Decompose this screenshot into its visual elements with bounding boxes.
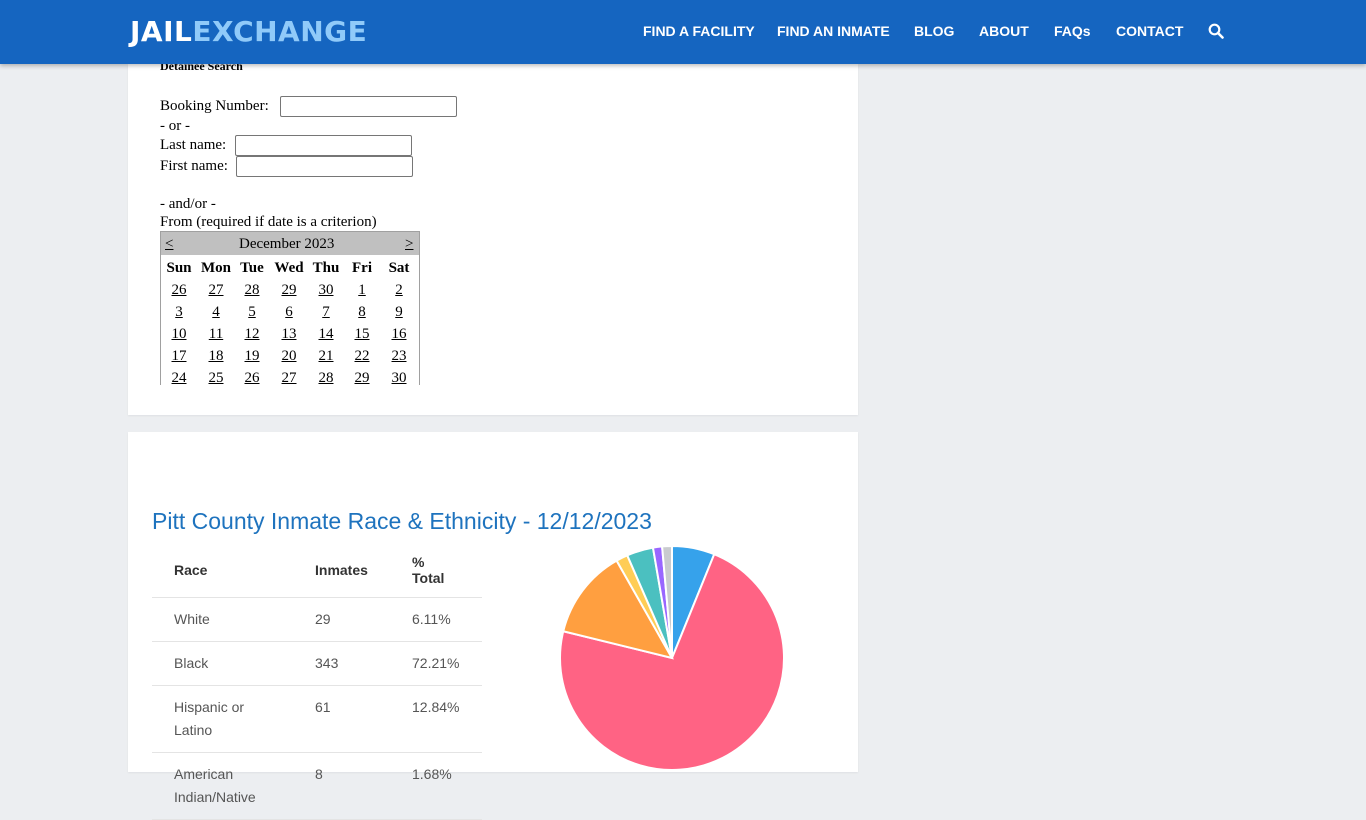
calendar-day[interactable]: 3 (175, 304, 183, 320)
calendar-day[interactable]: 24 (171, 370, 187, 385)
calendar-day[interactable]: 11 (208, 326, 224, 342)
logo-part-exchange: EXCHANGE (192, 15, 368, 48)
nav-faqs[interactable]: FAQs (1054, 23, 1091, 39)
calendar-day[interactable]: 28 (318, 370, 334, 385)
table-row: Black 343 72.21% (152, 641, 482, 686)
first-name-label: First name: (160, 158, 228, 174)
dow-mon: Mon (201, 260, 231, 276)
calendar-day[interactable]: 22 (354, 348, 370, 364)
race-pie-chart (559, 544, 785, 771)
calendar-day[interactable]: 14 (318, 326, 334, 342)
calendar-day[interactable]: 1 (358, 282, 366, 298)
search-icon[interactable] (1208, 23, 1224, 39)
table-row: American Indian/Native 8 1.68% (152, 752, 482, 820)
dow-fri: Fri (352, 260, 372, 276)
booking-number-input[interactable] (280, 96, 457, 117)
race-table-header: Race Inmates % Total (152, 545, 482, 598)
detainee-search-card: Detainee Search Booking Number: - or - L… (128, 59, 858, 415)
race-section-title: Pitt County Inmate Race & Ethnicity - 12… (152, 508, 652, 534)
calendar-day[interactable]: 4 (212, 304, 220, 320)
calendar-day[interactable]: 13 (281, 326, 297, 342)
dow-tue: Tue (240, 260, 264, 276)
calendar-next-month[interactable]: > (405, 236, 414, 252)
dow-wed: Wed (274, 260, 304, 276)
calendar-day[interactable]: 23 (391, 348, 407, 364)
calendar-day[interactable]: 16 (391, 326, 407, 342)
race-name: White (152, 597, 293, 642)
calendar-day[interactable]: 2 (395, 282, 403, 298)
pie-slice[interactable] (559, 552, 785, 771)
logo-part-jail: JAIL (130, 15, 193, 48)
calendar-day[interactable]: 19 (244, 348, 260, 364)
jail-exchange-logo[interactable]: JAILEXCHANGE (130, 15, 367, 49)
date-calendar: < December 2023 > Sun Mon Tue Wed Thu Fr… (160, 231, 420, 385)
dow-sat: Sat (388, 260, 410, 276)
table-row: White 29 6.11% (152, 597, 482, 642)
header-race: Race (152, 545, 293, 598)
calendar-day[interactable]: 18 (208, 348, 224, 364)
nav-blog[interactable]: BLOG (914, 23, 955, 39)
calendar-day[interactable]: 29 (281, 282, 297, 298)
race-inmates: 343 (293, 641, 390, 686)
calendar-header: < December 2023 > (161, 232, 419, 255)
race-ethnicity-card: Pitt County Inmate Race & Ethnicity - 12… (128, 432, 858, 820)
pie-slice[interactable] (562, 559, 675, 660)
race-pct: 72.21% (390, 641, 482, 686)
race-pct: 12.84% (390, 685, 482, 753)
booking-number-label: Booking Number: (160, 98, 269, 114)
calendar-day[interactable]: 27 (281, 370, 297, 385)
calendar-day[interactable]: 17 (171, 348, 187, 364)
calendar-prev-month[interactable]: < (165, 236, 174, 252)
calendar-day[interactable]: 26 (244, 370, 260, 385)
race-pct: 1.68% (390, 752, 482, 820)
from-date-label: From (required if date is a criterion) (160, 214, 377, 230)
nav-find-a-facility[interactable]: FIND A FACILITY (643, 23, 755, 39)
calendar-day[interactable]: 29 (354, 370, 370, 385)
header-pct-total: % Total (390, 545, 482, 598)
race-name: Black (152, 641, 293, 686)
nav-find-an-inmate[interactable]: FIND AN INMATE (777, 23, 890, 39)
calendar-day[interactable]: 6 (285, 304, 293, 320)
calendar-day[interactable]: 9 (395, 304, 403, 320)
calendar-day[interactable]: 7 (322, 304, 330, 320)
calendar-day[interactable]: 5 (248, 304, 256, 320)
dow-thu: Thu (312, 260, 340, 276)
calendar-day[interactable]: 20 (281, 348, 297, 364)
calendar-day[interactable]: 12 (244, 326, 260, 342)
calendar-day[interactable]: 10 (171, 326, 187, 342)
nav-about[interactable]: ABOUT (979, 23, 1029, 39)
calendar-day[interactable]: 27 (208, 282, 224, 298)
calendar-day[interactable]: 28 (244, 282, 260, 298)
calendar-day[interactable]: 30 (318, 282, 334, 298)
first-name-input[interactable] (236, 156, 413, 177)
calendar-day[interactable]: 21 (318, 348, 334, 364)
last-name-input[interactable] (235, 135, 412, 156)
dow-sun: Sun (166, 260, 192, 276)
race-name: Hispanic or Latino (152, 685, 293, 753)
calendar-day[interactable]: 26 (171, 282, 187, 298)
race-name: American Indian/Native (152, 752, 293, 820)
calendar-month-title: December 2023 (239, 236, 335, 252)
nav-contact[interactable]: CONTACT (1116, 23, 1184, 39)
calendar-day[interactable]: 8 (358, 304, 366, 320)
and-or-label: - and/or - (160, 196, 216, 212)
header-inmates: Inmates (293, 545, 390, 598)
calendar-day[interactable]: 25 (208, 370, 224, 385)
race-pct: 6.11% (390, 597, 482, 642)
last-name-label: Last name: (160, 137, 227, 153)
race-table: Race Inmates % Total White 29 6.11% Blac… (152, 545, 482, 820)
or-label: - or - (160, 118, 190, 134)
race-inmates: 29 (293, 597, 390, 642)
race-inmates: 8 (293, 752, 390, 820)
table-row: Hispanic or Latino 61 12.84% (152, 685, 482, 753)
calendar-day[interactable]: 15 (354, 326, 370, 342)
pie-slice[interactable] (661, 544, 673, 659)
top-navigation-bar: JAILEXCHANGE FIND A FACILITY FIND AN INM… (0, 0, 1366, 64)
race-inmates: 61 (293, 685, 390, 753)
calendar-day[interactable]: 30 (391, 370, 407, 385)
